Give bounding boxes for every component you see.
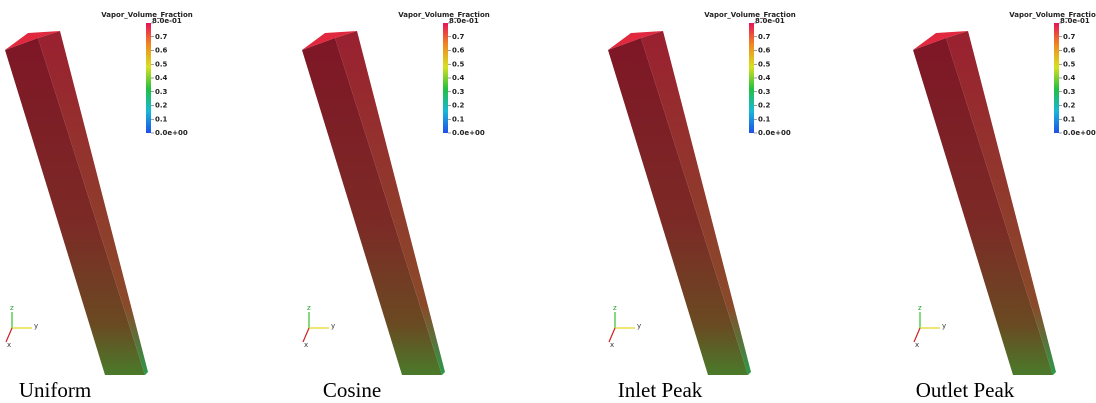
colorbar-tick-label: 0.3	[452, 88, 465, 96]
colorbar-tick-label: 0.7	[452, 33, 465, 41]
caption: Inlet Peak	[618, 378, 703, 402]
colorbar-tick-label: 0.2	[1063, 102, 1076, 110]
colorbar-tick-label: 0.0e+00	[758, 129, 791, 137]
colorbar-tick-label: 0.6	[1063, 47, 1076, 55]
colorbar-tick-label: 0.3	[155, 88, 168, 96]
axis-z-label: z	[613, 304, 617, 312]
colorbar-tick-label: 0.5	[155, 60, 168, 68]
colorbar-tick-label: 0.4	[1063, 74, 1076, 82]
colorbar-tick-label: 0.6	[452, 47, 465, 55]
axis-x-label: x	[7, 341, 11, 349]
axis-z-label: z	[918, 304, 922, 312]
colorbar-tick-label: 0.3	[758, 88, 771, 96]
panel: Vapor_Volume_Fraction8.0e-010.70.60.50.4…	[302, 11, 490, 402]
beam-front	[5, 38, 145, 375]
axis-y-label: y	[637, 322, 641, 330]
colorbar-tick-label: 0.0e+00	[452, 129, 485, 137]
colorbar-tick-label: 0.4	[155, 74, 168, 82]
colorbar-tick-label: 0.1	[1063, 115, 1076, 123]
panel: Vapor_Volume_Fraction8.0e-010.70.60.50.4…	[5, 11, 193, 402]
colorbar-tick-label: 0.0e+00	[155, 129, 188, 137]
colorbar-tick-label: 8.0e-01	[1060, 17, 1090, 25]
colorbar	[443, 23, 448, 133]
colorbar-tick-label: 0.2	[758, 102, 771, 110]
beam-front	[302, 38, 442, 375]
caption: Uniform	[19, 378, 91, 402]
colorbar	[146, 23, 151, 133]
colorbar-tick-label: 0.2	[155, 102, 168, 110]
caption: Cosine	[323, 378, 381, 402]
axis-y-label: y	[942, 322, 946, 330]
axis-y-label: y	[331, 322, 335, 330]
axis-z-label: z	[10, 304, 14, 312]
colorbar-tick-label: 0.4	[758, 74, 771, 82]
colorbar-tick-label: 0.6	[155, 47, 168, 55]
colorbar-tick-label: 0.0e+00	[1063, 129, 1096, 137]
colorbar-tick-label: 8.0e-01	[152, 17, 182, 25]
colorbar-tick-label: 0.6	[758, 47, 771, 55]
axis-x-label: x	[915, 341, 919, 349]
axis-x	[914, 328, 920, 342]
axis-z-label: z	[307, 304, 311, 312]
axis-x	[609, 328, 615, 342]
panel: Vapor_Volume_Fraction8.0e-010.70.60.50.4…	[608, 11, 796, 402]
beam-front	[608, 38, 748, 375]
colorbar-tick-label: 0.5	[758, 60, 771, 68]
figure: Vapor_Volume_Fraction8.0e-010.70.60.50.4…	[0, 0, 1096, 403]
caption: Outlet Peak	[916, 378, 1015, 402]
beam-front	[913, 38, 1053, 375]
colorbar-tick-label: 0.3	[1063, 88, 1076, 96]
colorbar-tick-label: 0.2	[452, 102, 465, 110]
axis-x	[6, 328, 12, 342]
colorbar-tick-label: 0.4	[452, 74, 465, 82]
colorbar-tick-label: 0.1	[155, 115, 168, 123]
axis-y-label: y	[34, 322, 38, 330]
colorbar-tick-label: 0.5	[452, 60, 465, 68]
colorbar	[749, 23, 754, 133]
axis-x-label: x	[304, 341, 308, 349]
colorbar-tick-label: 0.7	[1063, 33, 1076, 41]
colorbar-tick-label: 0.7	[155, 33, 168, 41]
axis-x	[303, 328, 309, 342]
colorbar	[1054, 23, 1059, 133]
colorbar-tick-label: 0.1	[452, 115, 465, 123]
colorbar-tick-label: 0.5	[1063, 60, 1076, 68]
panel: Vapor_Volume_Fraction8.0e-010.70.60.50.4…	[913, 11, 1096, 402]
axis-x-label: x	[610, 341, 614, 349]
colorbar-tick-label: 0.7	[758, 33, 771, 41]
colorbar-tick-label: 0.1	[758, 115, 771, 123]
colorbar-tick-label: 8.0e-01	[755, 17, 785, 25]
colorbar-tick-label: 8.0e-01	[449, 17, 479, 25]
